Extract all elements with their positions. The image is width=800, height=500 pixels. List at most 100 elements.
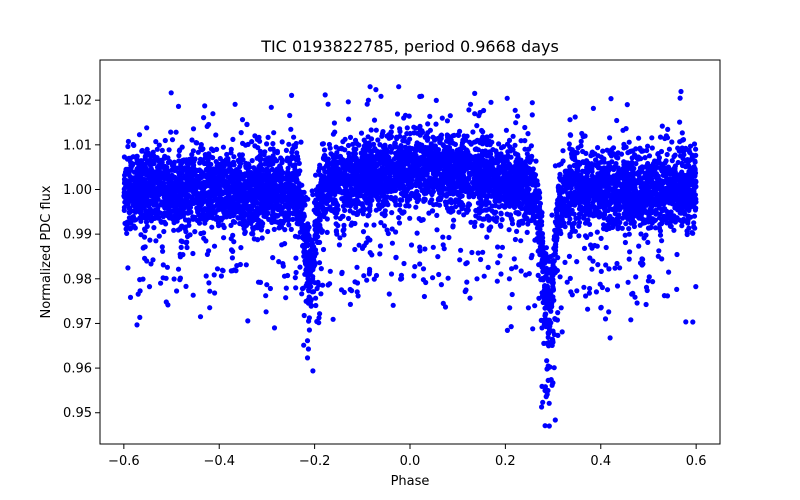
data-point bbox=[197, 314, 204, 320]
data-point bbox=[542, 283, 548, 289]
data-point bbox=[144, 223, 150, 229]
data-point bbox=[173, 129, 179, 135]
data-point bbox=[245, 318, 251, 324]
data-point bbox=[345, 99, 351, 105]
data-point bbox=[656, 157, 662, 163]
data-point bbox=[631, 223, 638, 230]
data-point bbox=[510, 133, 516, 139]
data-point bbox=[473, 146, 479, 152]
data-point bbox=[638, 156, 644, 162]
data-point bbox=[417, 244, 423, 250]
data-point bbox=[598, 235, 604, 241]
data-point bbox=[450, 208, 456, 214]
data-point bbox=[463, 287, 469, 293]
data-point bbox=[330, 316, 336, 322]
data-point bbox=[562, 259, 568, 265]
data-point bbox=[467, 295, 473, 301]
data-point bbox=[393, 255, 399, 261]
data-point bbox=[292, 275, 298, 281]
data-point bbox=[513, 120, 519, 126]
data-point bbox=[299, 291, 305, 297]
data-point bbox=[364, 277, 370, 283]
data-point bbox=[352, 220, 358, 227]
data-point bbox=[518, 268, 524, 274]
data-point bbox=[642, 155, 648, 161]
data-point bbox=[486, 227, 492, 233]
data-point bbox=[419, 93, 425, 99]
data-point bbox=[623, 126, 629, 132]
data-point bbox=[144, 258, 150, 264]
data-point bbox=[427, 113, 433, 119]
data-point bbox=[638, 231, 644, 237]
data-point bbox=[389, 240, 395, 246]
data-point bbox=[657, 222, 663, 228]
data-point bbox=[575, 145, 581, 151]
data-point bbox=[384, 227, 390, 233]
data-point bbox=[350, 141, 356, 147]
data-point bbox=[228, 150, 234, 156]
data-point bbox=[176, 153, 182, 159]
data-point bbox=[394, 111, 401, 117]
data-point bbox=[213, 132, 219, 138]
data-point bbox=[434, 212, 440, 218]
data-point bbox=[594, 229, 600, 235]
data-point bbox=[439, 115, 445, 121]
data-point bbox=[321, 147, 328, 153]
data-point bbox=[593, 289, 600, 295]
data-point bbox=[158, 280, 164, 286]
data-point bbox=[566, 141, 572, 147]
data-point bbox=[643, 232, 649, 238]
data-point bbox=[675, 145, 681, 151]
data-point bbox=[500, 163, 506, 169]
data-point bbox=[494, 278, 500, 284]
data-point bbox=[512, 142, 518, 148]
data-point bbox=[587, 285, 593, 292]
data-point bbox=[207, 154, 213, 160]
data-point bbox=[193, 140, 199, 146]
chart-title: TIC 0193822785, period 0.9668 days bbox=[260, 37, 559, 56]
data-point bbox=[354, 289, 360, 295]
data-point bbox=[264, 282, 270, 288]
data-point bbox=[139, 147, 145, 154]
data-point bbox=[322, 92, 328, 98]
data-point bbox=[231, 154, 237, 160]
data-point bbox=[211, 272, 217, 278]
data-point bbox=[341, 222, 347, 228]
data-point bbox=[677, 95, 683, 101]
data-point bbox=[503, 127, 509, 133]
data-point bbox=[518, 138, 524, 144]
data-point bbox=[257, 148, 263, 154]
data-point bbox=[177, 175, 183, 181]
data-point bbox=[671, 227, 677, 233]
data-point bbox=[654, 164, 660, 170]
data-point bbox=[176, 148, 182, 154]
data-point bbox=[628, 317, 634, 323]
data-point bbox=[237, 164, 243, 170]
data-point bbox=[659, 238, 665, 244]
data-point bbox=[557, 274, 563, 280]
data-point bbox=[475, 250, 481, 256]
data-point bbox=[652, 225, 659, 231]
data-point bbox=[204, 251, 210, 257]
data-point bbox=[290, 216, 296, 222]
data-point bbox=[665, 126, 671, 132]
data-point bbox=[186, 222, 192, 228]
data-point bbox=[480, 249, 486, 255]
data-point bbox=[288, 226, 294, 232]
data-point bbox=[177, 226, 183, 232]
data-point bbox=[602, 316, 609, 322]
data-point bbox=[518, 238, 524, 244]
data-point bbox=[627, 249, 633, 255]
data-point bbox=[655, 151, 661, 157]
data-point bbox=[505, 149, 511, 155]
data-point bbox=[143, 219, 150, 225]
data-point bbox=[283, 147, 289, 153]
data-point bbox=[249, 139, 255, 145]
data-point bbox=[470, 191, 477, 197]
data-point bbox=[471, 223, 478, 229]
data-point bbox=[289, 149, 295, 155]
data-point bbox=[550, 258, 556, 264]
data-point bbox=[437, 195, 443, 201]
data-point bbox=[171, 227, 177, 233]
data-point bbox=[137, 277, 143, 283]
